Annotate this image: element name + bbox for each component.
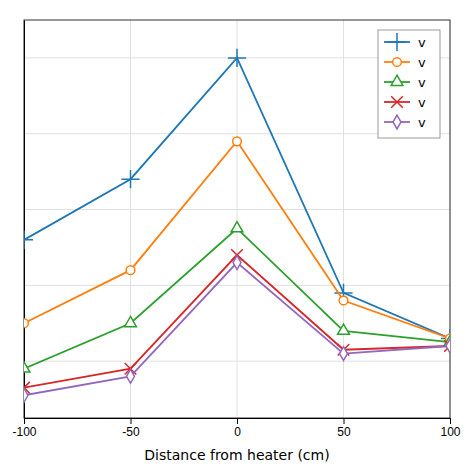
y-axis-line — [24, 21, 25, 419]
data-point — [125, 316, 137, 326]
data-point — [24, 362, 30, 372]
legend-label: v — [418, 35, 426, 50]
data-point — [127, 369, 135, 383]
legend-marker — [388, 33, 406, 51]
x-tick: -50 — [122, 418, 140, 439]
data-point — [233, 137, 242, 146]
x-tick: 50 — [337, 418, 351, 439]
y-axis — [24, 21, 26, 419]
marks — [24, 49, 450, 402]
data-point — [339, 296, 348, 305]
x-tick-label: 0 — [234, 425, 241, 439]
data-point — [24, 319, 28, 328]
series-line — [24, 141, 450, 338]
x-tick-label: 50 — [337, 425, 351, 439]
x-tick-mark — [450, 418, 451, 424]
data-point — [121, 170, 139, 188]
legend-marker — [393, 115, 401, 129]
x-tick-label: 100 — [440, 425, 460, 439]
x-tick: 0 — [234, 418, 241, 439]
legend-item: v — [384, 115, 426, 130]
series-line — [24, 255, 450, 388]
data-point — [233, 256, 241, 270]
legend-label: v — [418, 95, 426, 110]
grid-line — [130, 20, 131, 418]
data-point — [340, 347, 348, 361]
legend-label: v — [418, 75, 426, 90]
data-point — [24, 231, 33, 249]
legend-item: v — [384, 55, 426, 70]
grid — [24, 20, 450, 418]
legend-item: v — [384, 75, 426, 90]
series-line — [24, 263, 450, 396]
x-tick-mark — [344, 418, 345, 424]
x-tick: 100 — [440, 418, 460, 439]
grid-line — [237, 20, 238, 418]
x-axis-title: Distance from heater (cm) — [144, 447, 329, 463]
x-tick: -100 — [12, 418, 36, 439]
data-point — [24, 388, 28, 402]
legend-marker — [391, 75, 403, 85]
data-point — [126, 266, 135, 275]
data-point — [338, 324, 350, 334]
legend-item: v — [384, 95, 426, 110]
legend-marker — [393, 58, 402, 67]
x-tick-label: -100 — [12, 425, 36, 439]
x-tick-mark — [237, 418, 238, 424]
data-point — [446, 339, 450, 353]
legend-item: v — [384, 33, 426, 51]
data-point — [231, 222, 243, 232]
plot-frame — [24, 20, 450, 418]
data-point — [228, 49, 246, 67]
x-tick-label: -50 — [122, 425, 140, 439]
x-tick-mark — [131, 418, 132, 424]
x-tick-mark — [24, 418, 25, 424]
x-axis: -100 -50 0 50 100 — [12, 418, 460, 439]
legend-box — [378, 30, 440, 138]
chart: -100-50050100vvvvvDistance from heater (… — [0, 0, 474, 474]
legend-label: v — [418, 55, 426, 70]
x-axis-line — [25, 419, 451, 425]
legend-marker — [391, 96, 403, 108]
plot: -100-50050100vvvvv — [12, 20, 460, 439]
legend-label: v — [418, 115, 426, 130]
legend: vvvvv — [378, 30, 440, 138]
